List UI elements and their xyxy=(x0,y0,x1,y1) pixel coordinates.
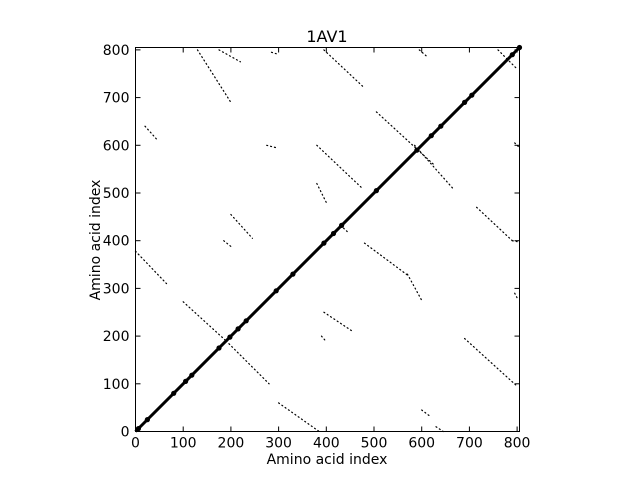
diagonal-point-12 xyxy=(330,230,337,237)
off-diagonal-segment-4 xyxy=(323,49,366,89)
off-diagonal-segment-11 xyxy=(320,335,327,343)
diagonal-point-15 xyxy=(414,147,420,153)
diagonal-point-19 xyxy=(469,92,475,98)
off-diagonal-segment-29 xyxy=(435,426,444,433)
diagonal-point-13 xyxy=(339,222,345,228)
off-diagonal-segment-14 xyxy=(464,337,518,387)
off-diagonal-segment-5 xyxy=(363,242,408,276)
off-diagonal-segment-3 xyxy=(278,402,320,433)
x-tick-label-200: 200 xyxy=(218,436,245,452)
off-diagonal-segment-23 xyxy=(144,125,158,141)
off-diagonal-segment-7 xyxy=(316,182,327,204)
axes-frame xyxy=(135,47,520,432)
y-tick-label-0: 0 xyxy=(121,425,130,441)
diagonal-point-0 xyxy=(135,426,141,432)
off-diagonal-segment-10 xyxy=(323,311,354,332)
diagonal-point-5 xyxy=(216,345,222,351)
diagonal-point-16 xyxy=(428,133,434,139)
x-tick-label-700: 700 xyxy=(456,436,483,452)
y-tick-label-600: 600 xyxy=(103,138,130,154)
off-diagonal-segment-21 xyxy=(196,49,232,104)
diagonal-point-6 xyxy=(227,334,233,340)
off-diagonal-segment-25 xyxy=(270,51,277,55)
off-diagonal-segment-28 xyxy=(514,292,518,299)
y-axis-label: Amino acid index xyxy=(88,180,104,301)
diagonal-point-14 xyxy=(373,188,379,194)
x-tick-label-600: 600 xyxy=(408,436,435,452)
diagonal-point-17 xyxy=(438,123,444,129)
off-diagonal-segment-20 xyxy=(406,273,423,301)
y-tick-label-200: 200 xyxy=(103,329,130,345)
x-tick-label-400: 400 xyxy=(313,436,340,452)
diagonal-point-1 xyxy=(144,417,150,423)
x-tick-label-500: 500 xyxy=(361,436,388,452)
off-diagonal-segment-19 xyxy=(340,224,349,233)
diagonal-point-3 xyxy=(183,378,189,384)
x-axis-label: Amino acid index xyxy=(267,452,388,468)
y-tick-label-100: 100 xyxy=(103,377,130,393)
off-diagonal-segment-24 xyxy=(266,144,277,149)
y-tick-label-300: 300 xyxy=(103,281,130,297)
diagonal-point-8 xyxy=(243,318,249,324)
diagonal-point-10 xyxy=(290,271,296,277)
diagonal-point-20 xyxy=(509,52,515,58)
chart-title: 1AV1 xyxy=(306,27,347,46)
diagonal-point-4 xyxy=(189,372,195,378)
off-diagonal-segment-22 xyxy=(218,49,241,63)
y-tick-label-800: 800 xyxy=(103,43,130,59)
off-diagonal-segment-15 xyxy=(476,206,513,242)
x-tick-label-0: 0 xyxy=(131,436,140,452)
diagonal-point-7 xyxy=(235,326,241,332)
off-diagonal-segment-18 xyxy=(414,144,454,189)
diagonal-point-11 xyxy=(321,240,327,246)
y-tick-label-400: 400 xyxy=(103,234,130,250)
off-diagonal-segment-8 xyxy=(230,213,253,239)
off-diagonal-segment-6 xyxy=(316,144,363,189)
diagonal-point-2 xyxy=(171,390,177,396)
main-diagonal-line xyxy=(134,46,521,433)
x-tick-label-300: 300 xyxy=(265,436,292,452)
off-diagonal-segment-2 xyxy=(134,250,168,285)
x-tick-label-800: 800 xyxy=(504,436,531,452)
off-diagonal-segment-0 xyxy=(182,301,227,342)
off-diagonal-segment-27 xyxy=(514,142,521,149)
off-diagonal-segment-9 xyxy=(223,240,232,247)
y-tick-label-500: 500 xyxy=(103,186,130,202)
off-diagonal-segment-16 xyxy=(511,240,518,243)
diagonal-point-18 xyxy=(462,99,468,105)
off-diagonal-segment-17 xyxy=(375,111,435,165)
off-diagonal-segment-26 xyxy=(418,49,428,57)
plot-area xyxy=(134,44,523,433)
diagonal-point-9 xyxy=(273,288,279,294)
axis-ticks: 0 100 200 300 400 500 600 700 800 0 100 200 300 400 50… xyxy=(103,43,531,452)
x-tick-label-100: 100 xyxy=(170,436,197,452)
y-tick-label-700: 700 xyxy=(103,91,130,107)
